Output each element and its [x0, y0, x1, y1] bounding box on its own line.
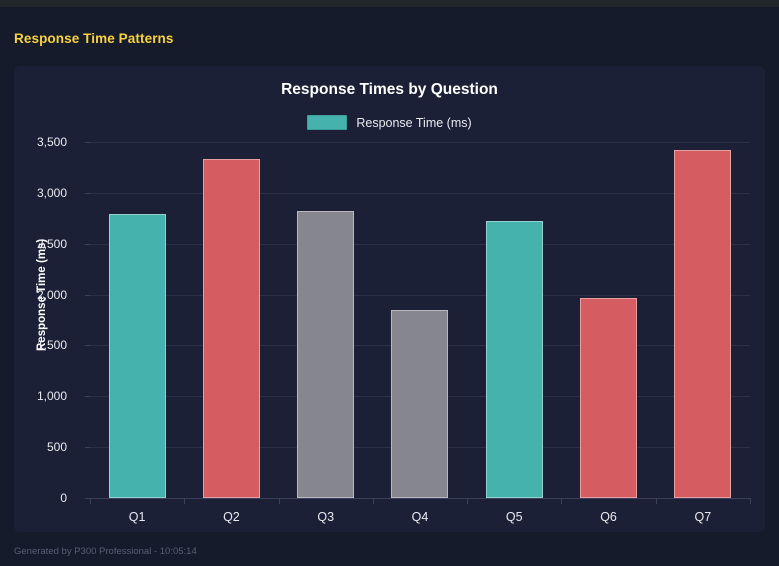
y-tick-mark [85, 345, 90, 347]
chart-card: Response Times by Question Response Time… [14, 66, 765, 532]
bar-q3[interactable] [297, 211, 355, 498]
x-tick-label: Q6 [600, 510, 617, 524]
y-tick-label: 3,000 [36, 185, 67, 200]
gridline [90, 192, 750, 194]
chart-legend: Response Time (ms) [14, 115, 765, 130]
x-tick-label: Q7 [694, 510, 712, 524]
page-title: Response Time Patterns [14, 31, 174, 46]
bar-slot [561, 142, 655, 498]
y-tick-mark [85, 142, 90, 143]
x-tick-mark [90, 498, 91, 504]
plot-area: 3,500 3,000 2,500 2,000 1,500 1,000 500 0 Q1 Q2 Q… [37, 135, 751, 524]
bar-q1[interactable] [108, 214, 166, 498]
y-tick-mark [85, 243, 90, 245]
y-tick-label: 2,500 [36, 236, 67, 251]
bar-series [90, 142, 750, 498]
bar-slot [656, 142, 750, 498]
footer-caption: Generated by P300 Professional - 10:05:1… [14, 546, 197, 557]
bar-q5[interactable] [485, 221, 543, 498]
x-tick-mark [467, 498, 468, 504]
x-tick-mark [373, 498, 374, 504]
bar-slot [184, 142, 278, 498]
y-tick-mark [85, 294, 90, 296]
y-tick-mark [85, 447, 90, 449]
y-tick-label: 1,500 [36, 338, 67, 353]
bar-slot [279, 142, 373, 498]
x-tick-label: Q1 [128, 510, 146, 524]
y-tick-label: 500 [46, 440, 67, 455]
bar-q4[interactable] [391, 309, 449, 498]
y-tick-label: 1,000 [36, 389, 67, 404]
x-tick-mark [184, 498, 185, 504]
gridline [90, 243, 750, 245]
bar-q2[interactable] [202, 159, 260, 498]
x-tick-mark [750, 498, 751, 504]
x-tick-label: Q5 [505, 510, 523, 524]
bar-q6[interactable] [580, 298, 638, 498]
gridline [90, 498, 750, 499]
x-tick-label: Q3 [317, 510, 335, 524]
x-tick-mark [656, 498, 657, 504]
legend-color-swatch [307, 115, 348, 130]
legend-label: Response Time (ms) [356, 115, 472, 130]
y-tick-label: 3,500 [36, 135, 67, 149]
y-tick-mark [85, 396, 90, 398]
gridline [90, 142, 750, 143]
bar-q7[interactable] [674, 150, 732, 498]
y-tick-mark [85, 192, 90, 194]
chart-title: Response Times by Question [281, 81, 498, 98]
x-axis-labels: Q1 Q2 Q3 Q4 Q5 Q6 Q7 [90, 510, 750, 524]
y-tick-mark [85, 498, 90, 499]
x-tick-label: Q2 [223, 510, 240, 524]
bar-slot [373, 142, 467, 498]
x-tick-label: Q4 [411, 510, 429, 524]
bar-slot [467, 142, 561, 498]
bar-slot [90, 142, 184, 498]
x-tick-mark [279, 498, 280, 504]
window-top-strip [0, 0, 779, 7]
x-tick-mark [561, 498, 562, 504]
gridline [90, 294, 750, 296]
y-tick-label: 2,000 [36, 287, 67, 302]
y-tick-label: 0 [60, 491, 67, 505]
